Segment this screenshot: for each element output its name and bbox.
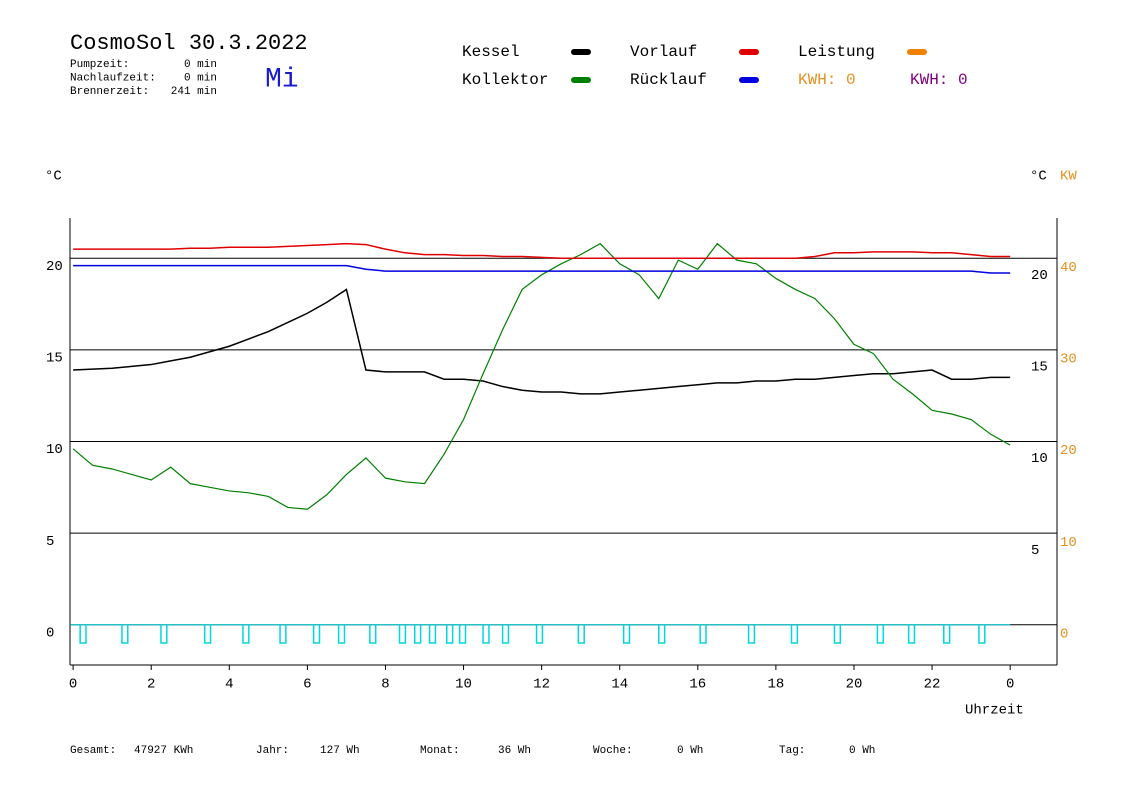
- y2-tick-label: 20: [1031, 268, 1048, 284]
- y3-tick-label: 40: [1060, 260, 1077, 276]
- y3-tick-label: 10: [1060, 535, 1077, 551]
- pump-pulse: [747, 624, 756, 644]
- weekday: Mi: [265, 64, 299, 95]
- pump-pulse: [312, 624, 321, 644]
- pump-pulse: [833, 624, 842, 644]
- legend-label: Vorlauf: [630, 43, 697, 61]
- pump-pulse: [79, 624, 87, 644]
- legend-label: Kollektor: [462, 71, 548, 89]
- y-tick-label: 10: [46, 442, 63, 458]
- footer-value: 47927 KWh: [134, 745, 193, 757]
- info-value: 0 min: [184, 72, 217, 84]
- pump-pulse: [398, 624, 407, 644]
- pump-pulse: [535, 624, 544, 644]
- footer-value: 127 Wh: [320, 745, 360, 757]
- pump-pulse: [279, 624, 287, 644]
- footer-value: 0 Wh: [849, 745, 875, 757]
- pump-pulse: [876, 624, 885, 644]
- footer-label: Tag:: [779, 745, 805, 757]
- info-label: Pumpzeit:: [70, 59, 129, 71]
- series-line: [73, 242, 1011, 260]
- x-tick-label: 8: [381, 677, 389, 693]
- y-tick-label: 20: [46, 259, 63, 275]
- pump-pulse: [907, 624, 916, 644]
- x-tick-label: 18: [767, 677, 784, 693]
- x-tick-label: 14: [611, 677, 628, 693]
- pump-pulse: [658, 624, 666, 644]
- pump-pulse: [160, 624, 168, 644]
- pump-pulse: [413, 624, 422, 644]
- footer-label: Gesamt:: [70, 745, 116, 757]
- pump-pulse: [622, 624, 631, 644]
- y3-axis-label: KW: [1060, 169, 1077, 185]
- y3-tick-label: 30: [1060, 352, 1077, 368]
- series-line: [73, 288, 1011, 395]
- x-axis-label: Uhrzeit: [965, 703, 1024, 719]
- x-tick-label: 16: [689, 677, 706, 693]
- y3-tick-label: 0: [1060, 626, 1068, 642]
- y2-tick-label: 10: [1031, 451, 1048, 467]
- pump-pulse: [203, 624, 212, 644]
- pump-pulse: [428, 624, 437, 644]
- pump-pulse: [482, 624, 490, 644]
- kwh-label: KWH: 0: [910, 71, 968, 89]
- pump-pulse: [699, 624, 707, 644]
- y2-tick-label: 15: [1031, 360, 1048, 376]
- x-tick-label: 2: [147, 677, 155, 693]
- y3-tick-label: 20: [1060, 443, 1077, 459]
- pump-pulse: [446, 624, 454, 644]
- pump-pulse: [790, 624, 799, 644]
- legend-label: Rücklauf: [630, 71, 707, 89]
- chart-title: CosmoSol 30.3.2022: [70, 31, 308, 56]
- pump-pulse: [458, 624, 467, 644]
- info-label: Brennerzeit:: [70, 86, 149, 98]
- footer-label: Jahr:: [256, 745, 289, 757]
- footer-label: Woche:: [593, 745, 633, 757]
- y2-tick-label: 5: [1031, 543, 1039, 559]
- x-tick-label: 12: [533, 677, 550, 693]
- y-tick-label: 0: [46, 625, 54, 641]
- pump-pulse: [337, 624, 346, 644]
- footer-value: 36 Wh: [498, 745, 531, 757]
- series-line: [72, 242, 1011, 510]
- y-tick-label: 15: [46, 351, 63, 367]
- x-tick-label: 10: [455, 677, 472, 693]
- pump-pulse: [577, 624, 585, 644]
- y-tick-label: 5: [46, 534, 54, 550]
- legend-label: Leistung: [798, 43, 875, 61]
- kwh-label: KWH: 0: [798, 71, 856, 89]
- footer-value: 0 Wh: [677, 745, 703, 757]
- pump-pulse: [121, 624, 129, 644]
- x-tick-label: 22: [924, 677, 941, 693]
- pump-pulse: [369, 624, 377, 644]
- legend-label: Kessel: [462, 43, 520, 61]
- x-tick-label: 0: [69, 677, 77, 693]
- info-label: Nachlaufzeit:: [70, 72, 156, 84]
- x-tick-label: 20: [846, 677, 863, 693]
- x-tick-label: 6: [303, 677, 311, 693]
- series-line: [73, 264, 1011, 274]
- y-axis-label: °C: [45, 169, 62, 185]
- x-tick-label: 0: [1006, 677, 1014, 693]
- pump-pulse: [242, 624, 250, 644]
- y2-axis-label: °C: [1030, 169, 1047, 185]
- footer-label: Monat:: [420, 745, 460, 757]
- pump-pulse: [501, 624, 510, 644]
- pump-pulse: [978, 624, 986, 644]
- info-value: 241 min: [171, 86, 217, 98]
- x-tick-label: 4: [225, 677, 233, 693]
- info-value: 0 min: [184, 59, 217, 71]
- pump-pulse: [943, 624, 951, 644]
